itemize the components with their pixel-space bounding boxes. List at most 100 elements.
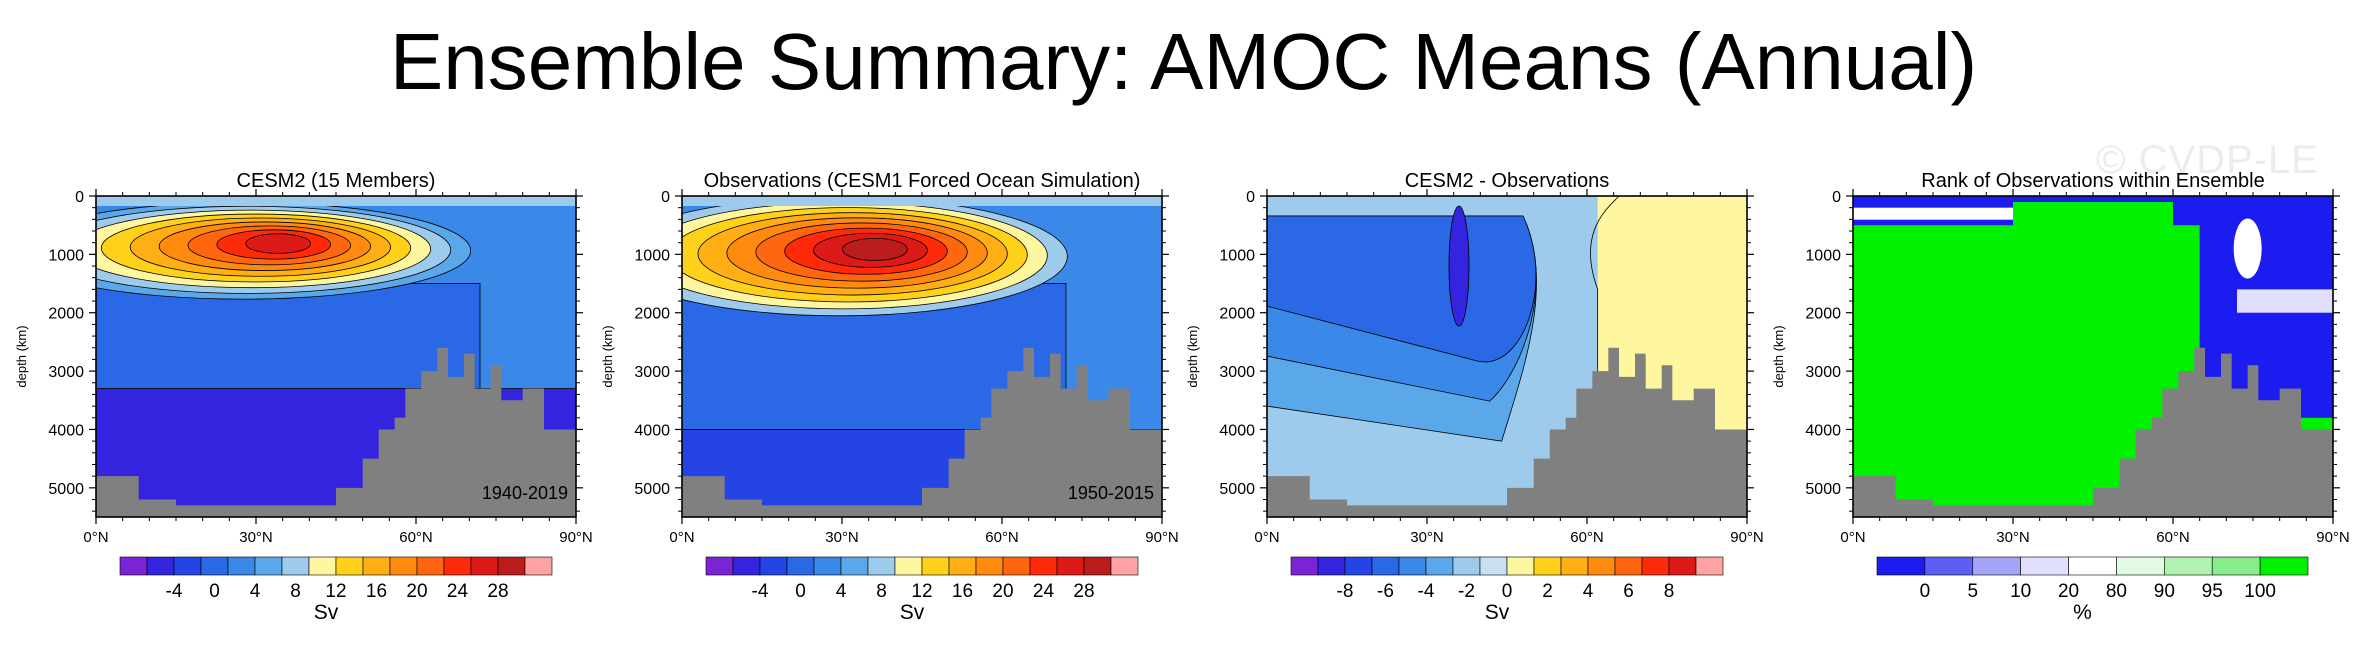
panel-1: CESM2 (15 Members) 0 1000 2000 3000 4000 5000 d… [14, 170, 593, 624]
colorbar-swatch [1344, 556, 1373, 576]
colorbar-tick-label: 0 [1502, 581, 1513, 602]
colorbar: 0 5 10 20 80 90 95 100% [1876, 556, 2309, 624]
colorbar-swatch [1425, 556, 1454, 576]
x-tick-label: 60°N [1570, 529, 1604, 546]
plot-area [1853, 196, 2333, 517]
x-tick-label: 0°N [1840, 529, 1865, 546]
y-tick-label: 1000 [48, 247, 84, 264]
y-tick-label: 4000 [634, 422, 670, 439]
colorbar-tick-label: 95 [2202, 581, 2223, 602]
colorbar-swatch [975, 556, 1004, 576]
colorbar-swatch [1924, 556, 1974, 576]
colorbar-swatch [1452, 556, 1481, 576]
colorbar-swatch [921, 556, 950, 576]
colorbar-swatch [1668, 556, 1697, 576]
x-tick-label: 90°N [1145, 529, 1179, 546]
y-tick-label: 4000 [1805, 422, 1841, 439]
y-tick-label: 2000 [1805, 306, 1841, 323]
colorbar-swatch [1614, 556, 1643, 576]
colorbar-swatch [1317, 556, 1346, 576]
panel-title: Rank of Observations within Ensemble [1921, 170, 2265, 192]
panel-title: CESM2 - Observations [1405, 170, 1610, 192]
colorbar-swatch [335, 556, 364, 576]
colorbar-swatch [786, 556, 815, 576]
colorbar-swatch [146, 556, 175, 576]
colorbar-swatch [1371, 556, 1400, 576]
figure-title: Ensemble Summary: AMOC Means (Annual) [389, 17, 1978, 106]
colorbar-tick-label: 24 [1033, 581, 1055, 602]
y-tick-label: 2000 [1219, 306, 1255, 323]
y-tick-label: 3000 [48, 364, 84, 381]
colorbar-swatch [1290, 556, 1319, 576]
colorbar-tick-label: 80 [2106, 581, 2127, 602]
plot-area [682, 196, 1162, 517]
colorbar: -8 -6 -4 -2 0 2 4 6 8 Sv [1290, 556, 1724, 624]
colorbar-tick-label: -6 [1377, 581, 1394, 602]
white-streak [1853, 207, 2040, 220]
colorbar-swatch [281, 556, 310, 576]
y-axis-label: depth (km) [1185, 325, 1200, 387]
colorbar-swatch [2020, 556, 2069, 576]
contour-ring [842, 237, 908, 261]
colorbar-tick-label: 2 [1542, 581, 1553, 602]
colorbar-tick-label: 8 [1664, 581, 1675, 602]
colorbar-swatch [362, 556, 391, 576]
colorbar-tick-label: -2 [1458, 581, 1475, 602]
y-tick-label: 5000 [1219, 481, 1255, 498]
high-rank-region [2013, 202, 2173, 389]
colorbar-tick-label: 4 [1583, 581, 1594, 602]
x-tick-label: 0°N [83, 529, 108, 546]
colorbar-tick-label: 90 [2154, 581, 2175, 602]
colorbar-tick-label: 28 [1073, 581, 1094, 602]
y-tick-label: 0 [1832, 189, 1841, 206]
colorbar-swatch [416, 556, 445, 576]
colorbar-swatch [1641, 556, 1670, 576]
colorbar-swatch [443, 556, 472, 576]
y-tick-label: 5000 [634, 481, 670, 498]
colorbar-swatch [1533, 556, 1562, 576]
colorbar-swatch [1002, 556, 1031, 576]
x-tick-label: 90°N [1730, 529, 1764, 546]
colorbar-tick-label: 8 [290, 581, 301, 602]
colorbar-tick-label: 16 [952, 581, 973, 602]
colorbar-tick-label: 20 [992, 581, 1013, 602]
colorbar-swatch [2259, 556, 2309, 576]
y-axis-label: depth (km) [600, 325, 615, 387]
colorbar-unit: Sv [900, 601, 925, 624]
colorbar-tick-label: -4 [752, 581, 769, 602]
x-tick-label: 30°N [1996, 529, 2030, 546]
colorbar-swatch [1560, 556, 1589, 576]
colorbar-swatch [1029, 556, 1058, 576]
colorbar-tick-label: 0 [1920, 581, 1931, 602]
colorbar-swatch [470, 556, 499, 576]
minimum-core [1448, 205, 1470, 327]
colorbar-swatch [732, 556, 761, 576]
colorbar-unit: Sv [314, 601, 339, 624]
colorbar-tick-label: 0 [795, 581, 806, 602]
colorbar-swatch [524, 556, 553, 576]
land-mask [1267, 347, 1747, 517]
y-tick-label: 4000 [48, 422, 84, 439]
colorbar-tick-label: -8 [1337, 581, 1354, 602]
colorbar-swatch [1506, 556, 1535, 576]
panel-4: Rank of Observations within Ensemble 0 10 0… [1771, 170, 2350, 624]
x-tick-label: 60°N [2156, 529, 2190, 546]
x-tick-label: 30°N [239, 529, 273, 546]
colorbar-swatch [389, 556, 418, 576]
colorbar-tick-label: 10 [2010, 581, 2031, 602]
panel-title: Observations (CESM1 Forced Ocean Simulat… [704, 170, 1141, 192]
land-mask [1853, 347, 2333, 517]
colorbar-tick-label: 28 [487, 581, 508, 602]
colorbar-tick-label: 12 [911, 581, 932, 602]
y-tick-label: 4000 [1219, 422, 1255, 439]
y-tick-label: 3000 [634, 364, 670, 381]
colorbar-swatch [1587, 556, 1616, 576]
colorbar-swatch [1972, 556, 2021, 576]
colorbar-tick-label: 12 [325, 581, 346, 602]
x-tick-label: 30°N [825, 529, 859, 546]
plot-area [1267, 196, 1747, 517]
colorbar: -4 0 4 8 12 16 20 24 28 Sv [705, 556, 1139, 624]
period-label: 1940-2019 [482, 483, 568, 503]
colorbar-swatch [2164, 556, 2213, 576]
